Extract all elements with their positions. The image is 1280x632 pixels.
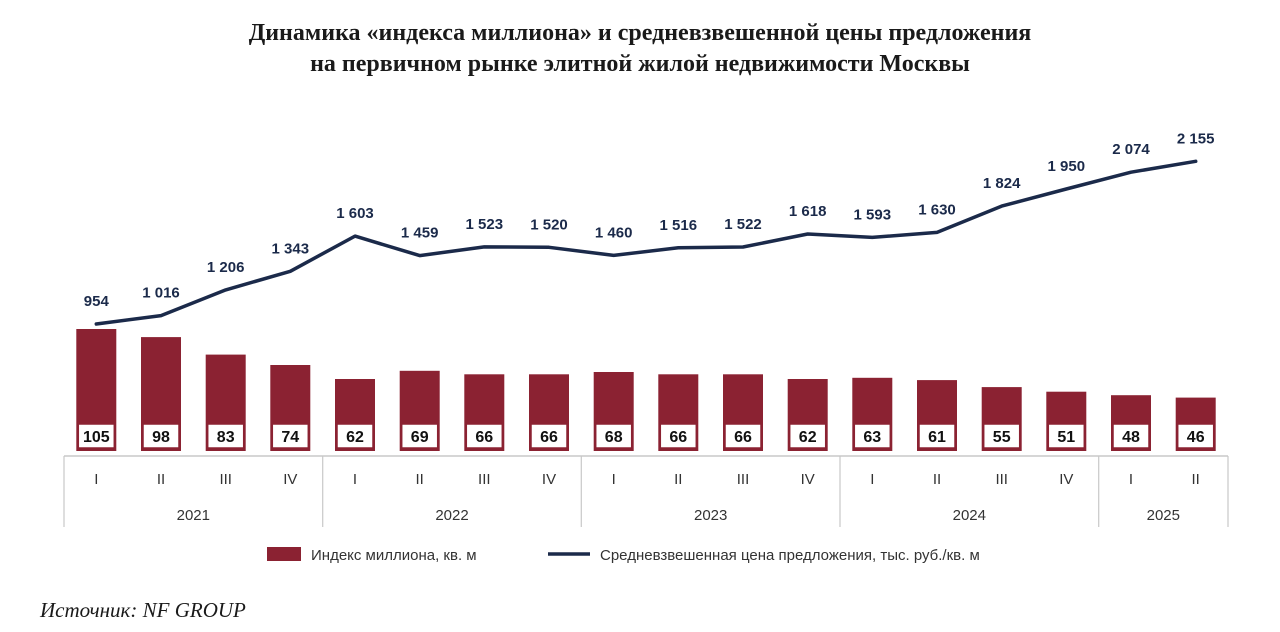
quarter-tick-label: III bbox=[737, 471, 750, 488]
year-tick-label: 2024 bbox=[953, 507, 986, 524]
bar-value-box bbox=[206, 423, 245, 449]
bar-value-label: 62 bbox=[799, 429, 817, 446]
line-value-label: 1 460 bbox=[595, 224, 633, 241]
line-value-label: 1 516 bbox=[660, 217, 698, 234]
legend: Индекс миллиона, кв. м Средневзвешенная ц… bbox=[267, 547, 980, 564]
price-line bbox=[94, 159, 1198, 326]
bar-value-box bbox=[465, 423, 504, 449]
quarter-tick-label: IV bbox=[1059, 471, 1073, 488]
bar-value-box bbox=[77, 423, 116, 449]
legend-line-label: Средневзвешенная цена предложения, тыс. … bbox=[600, 547, 980, 564]
quarter-tick-label: II bbox=[157, 471, 165, 488]
bar-value-label: 63 bbox=[863, 429, 881, 446]
year-tick-label: 2025 bbox=[1147, 507, 1180, 524]
year-tick-label: 2023 bbox=[694, 507, 727, 524]
bar-value-box bbox=[724, 423, 762, 449]
line-value-label: 1 593 bbox=[854, 206, 892, 223]
quarter-tick-label: I bbox=[1129, 471, 1133, 488]
bar-series: 105 98 83 74 62 69 66 66 68 66 66 62 63 61 55 51 48 46 bbox=[76, 329, 1216, 451]
bar-value-label: 48 bbox=[1122, 429, 1140, 446]
bar-value-label: 62 bbox=[346, 429, 364, 446]
quarter-tick-label: II bbox=[674, 471, 682, 488]
line-value-label: 1 522 bbox=[724, 216, 762, 233]
bar-value-label: 83 bbox=[217, 429, 235, 446]
line-value-label: 2 155 bbox=[1177, 130, 1215, 147]
line-value-label: 1 206 bbox=[207, 259, 245, 276]
bar-value-label: 66 bbox=[540, 429, 558, 446]
bar-value-label: 51 bbox=[1057, 429, 1075, 446]
chart-title-line-1: Динамика «индекса миллиона» и средневзве… bbox=[248, 20, 1032, 46]
line-value-label: 1 459 bbox=[401, 225, 439, 242]
line-value-label: 1 618 bbox=[789, 203, 827, 220]
bar-value-label: 98 bbox=[152, 429, 170, 446]
bar-value-box bbox=[594, 423, 633, 449]
bar-value-label: 66 bbox=[669, 429, 687, 446]
bar-value-label: 66 bbox=[475, 429, 493, 446]
quarter-tick-label: III bbox=[995, 471, 1008, 488]
bar-value-box bbox=[1112, 423, 1150, 449]
line-value-label: 1 630 bbox=[918, 201, 956, 218]
line-series: 954 1 016 1 206 1 343 1 603 1 459 1 523 1 520 1 … bbox=[84, 130, 1215, 326]
bar-value-box bbox=[918, 423, 956, 449]
bar-value-box bbox=[530, 423, 568, 449]
legend-bar-label: Индекс миллиона, кв. м bbox=[311, 547, 477, 564]
bar-value-box bbox=[142, 423, 180, 449]
bar-value-label: 105 bbox=[83, 429, 110, 446]
line-value-label: 1 343 bbox=[272, 240, 310, 257]
quarter-tick-label: I bbox=[353, 471, 357, 488]
line-value-label: 1 950 bbox=[1048, 158, 1086, 175]
quarter-tick-label: I bbox=[612, 471, 616, 488]
line-value-label: 1 603 bbox=[336, 205, 374, 222]
chart-title-line-2: на первичном рынке элитной жилой недвижи… bbox=[310, 51, 970, 77]
bar-value-label: 68 bbox=[605, 429, 623, 446]
quarter-tick-label: II bbox=[933, 471, 941, 488]
bar-value-label: 69 bbox=[411, 429, 429, 446]
quarter-tick-label: I bbox=[870, 471, 874, 488]
line-value-label: 1 016 bbox=[142, 285, 180, 302]
quarter-tick-label: III bbox=[219, 471, 232, 488]
line-value-label: 1 520 bbox=[530, 216, 568, 233]
quarter-tick-label: II bbox=[416, 471, 424, 488]
bar-value-box bbox=[853, 423, 892, 449]
quarter-tick-label: IV bbox=[283, 471, 297, 488]
quarter-tick-label: IV bbox=[801, 471, 815, 488]
source-note: Источник: NF GROUP bbox=[40, 598, 246, 622]
bar-value-box bbox=[1047, 423, 1086, 449]
legend-bar-swatch bbox=[267, 547, 301, 561]
quarter-tick-label: IV bbox=[542, 471, 556, 488]
quarter-tick-label: II bbox=[1192, 471, 1200, 488]
chart-title: Динамика «индекса миллиона» и средневзве… bbox=[0, 18, 1280, 80]
bar-value-box bbox=[271, 423, 310, 449]
bar-value-label: 55 bbox=[993, 429, 1011, 446]
bar-value-label: 61 bbox=[928, 429, 946, 446]
line-value-label: 1 824 bbox=[983, 175, 1021, 192]
bar-value-box bbox=[659, 423, 698, 449]
bar-value-box bbox=[336, 423, 374, 449]
bar-value-box bbox=[1176, 423, 1215, 449]
quarter-tick-label: III bbox=[478, 471, 491, 488]
bar-value-label: 66 bbox=[734, 429, 752, 446]
line-value-label: 954 bbox=[84, 293, 110, 310]
year-tick-label: 2022 bbox=[435, 507, 468, 524]
bar-value-label: 46 bbox=[1187, 429, 1205, 446]
year-tick-label: 2021 bbox=[177, 507, 210, 524]
line-value-label: 2 074 bbox=[1112, 141, 1150, 158]
bar-value-box bbox=[400, 423, 439, 449]
bar-value-label: 74 bbox=[281, 429, 299, 446]
line-value-label: 1 523 bbox=[466, 216, 504, 233]
bar-value-box bbox=[982, 423, 1021, 449]
bar-value-box bbox=[788, 423, 827, 449]
quarter-tick-label: I bbox=[94, 471, 98, 488]
